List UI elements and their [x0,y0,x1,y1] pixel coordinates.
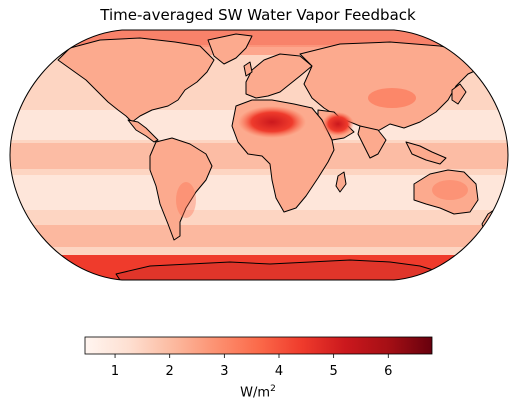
tibet-hotspot [368,88,416,108]
unit-exponent: 2 [270,384,276,394]
india [357,125,387,159]
south-america [149,137,213,241]
colorbar-tick-label-2: 2 [165,364,174,379]
colorbar [84,336,433,355]
british-isles [243,61,253,77]
continents [57,33,495,280]
unit-base: W/m [240,385,271,401]
globe-field [10,30,508,280]
colorbar-tick-label-1: 1 [110,364,120,379]
sahara-hotspot [238,106,306,138]
colorbar-tick-label-6: 6 [384,364,393,379]
colorbar-tick-label-5: 5 [329,364,338,379]
greenland [207,33,253,65]
australia [413,169,479,215]
colorbar-unit-label: W/m2 [240,384,276,400]
colorbar-tick-label-3: 3 [220,364,229,379]
colorbar-ticks [114,354,389,358]
japan [451,83,467,105]
globe-outline [9,29,509,281]
north-america [57,37,215,123]
central-america [127,119,159,143]
arabia-hotspot [322,112,354,136]
antarctica [115,259,441,280]
madagascar [335,171,347,193]
colorbar-tick-label-4: 4 [274,364,284,379]
europe [245,53,313,99]
southeast-asia [405,141,447,165]
figure-title: Time-averaged SW Water Vapor Feedback [100,6,416,24]
